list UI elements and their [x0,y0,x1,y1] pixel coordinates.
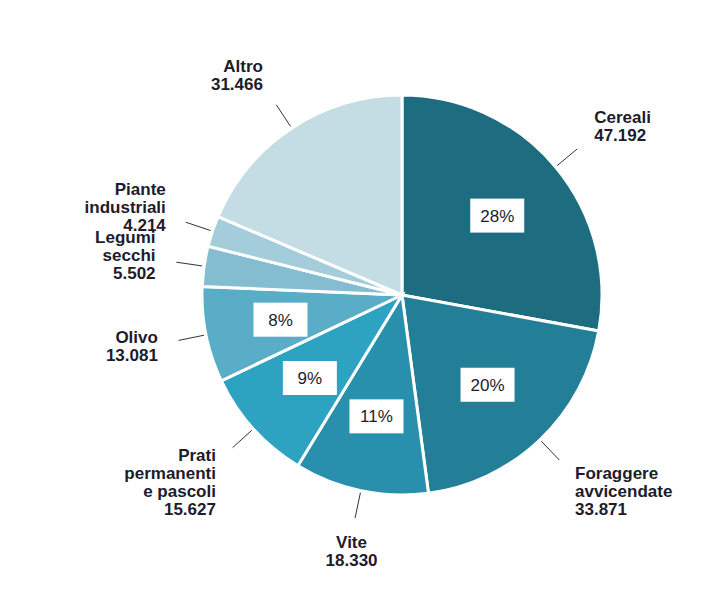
svg-text:Vite18.330: Vite18.330 [326,533,378,570]
svg-text:Foraggereavvicendate33.871: Foraggereavvicendate33.871 [575,464,672,519]
svg-text:Cereali47.192: Cereali47.192 [594,108,651,145]
svg-text:8%: 8% [268,311,293,330]
svg-text:Olivo13.081: Olivo13.081 [106,328,158,365]
svg-text:9%: 9% [298,369,323,388]
svg-text:20%: 20% [471,376,505,395]
svg-text:28%: 28% [480,207,514,226]
svg-text:Pratipermanentie pascoli15.627: Pratipermanentie pascoli15.627 [124,446,216,519]
svg-text:Altro31.466: Altro31.466 [211,57,263,94]
svg-text:Legumisecchi5.502: Legumisecchi5.502 [95,228,155,283]
svg-text:Pianteindustriali4.214: Pianteindustriali4.214 [85,180,167,235]
svg-text:11%: 11% [360,407,393,426]
